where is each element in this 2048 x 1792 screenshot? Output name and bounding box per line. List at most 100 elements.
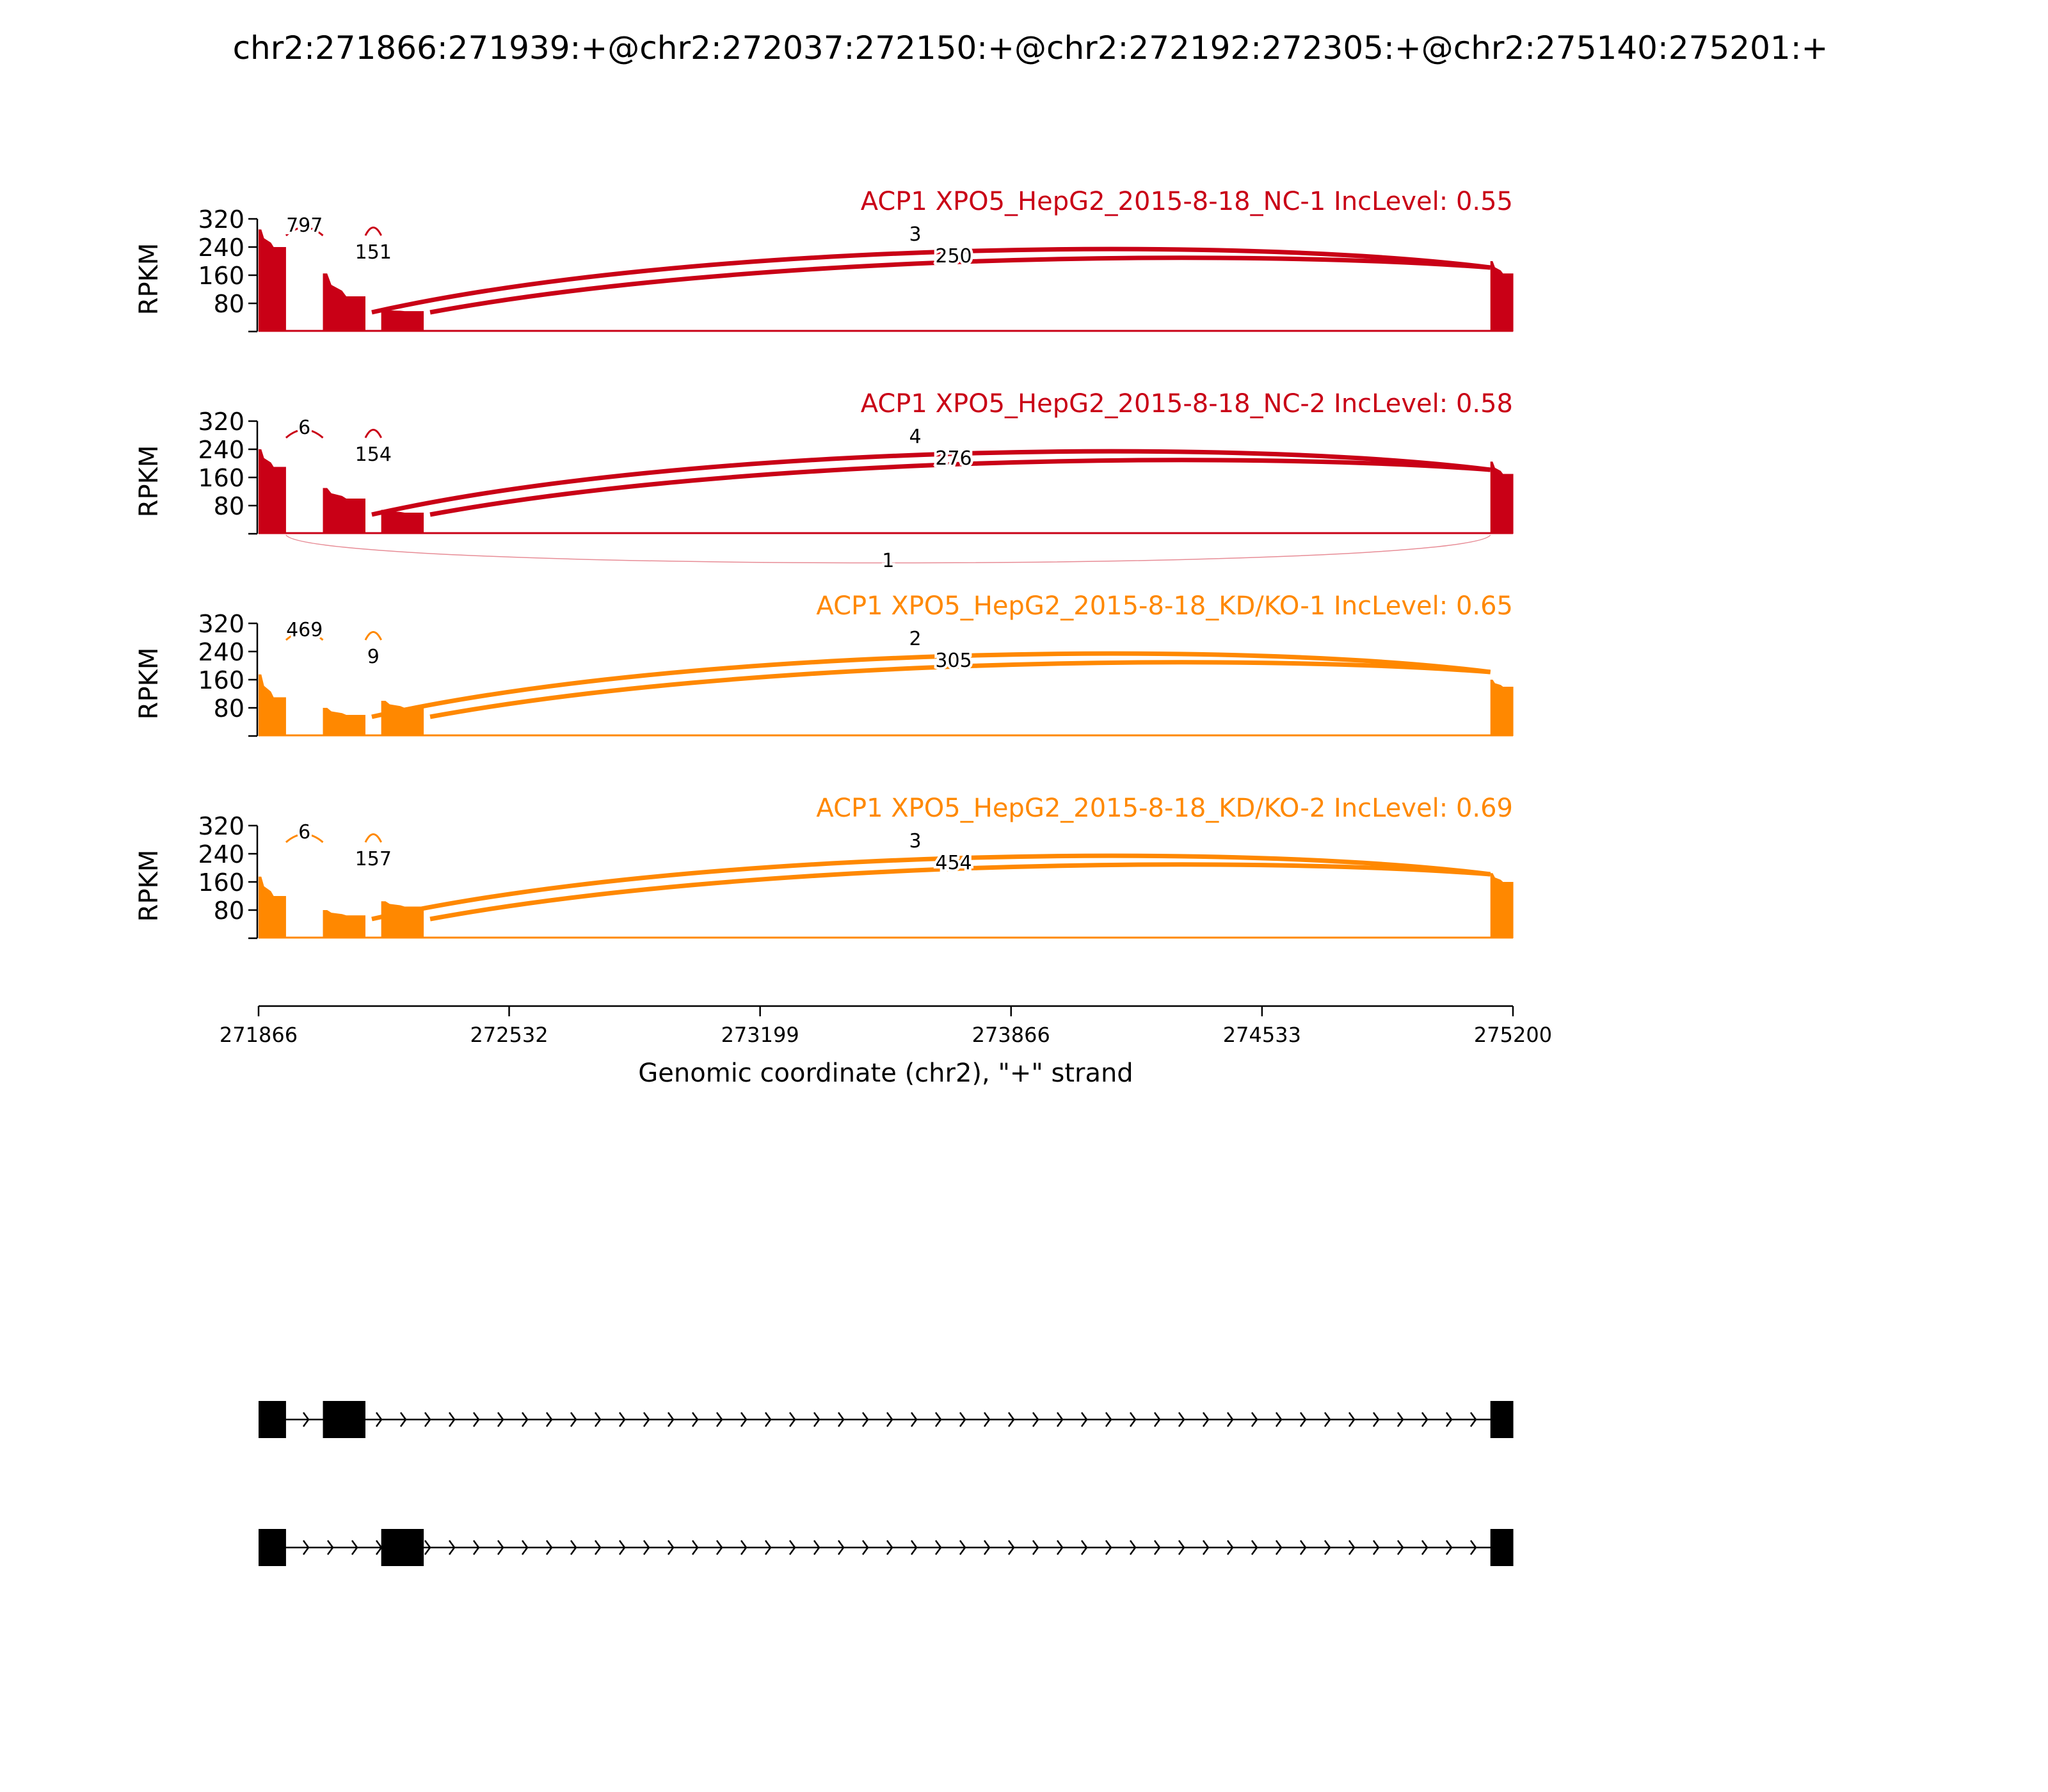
junction-label: 151 — [355, 241, 392, 264]
y-tick-label: 320 — [198, 812, 244, 840]
coverage-block — [1490, 461, 1514, 534]
strand-arrow — [497, 1412, 504, 1427]
strand-arrow — [983, 1412, 991, 1427]
exon-block — [381, 1529, 424, 1566]
strand-arrow — [1178, 1540, 1185, 1555]
junction-arc — [371, 449, 1491, 517]
strand-arrow — [934, 1412, 942, 1427]
strand-arrow — [861, 1412, 869, 1427]
coverage-block — [323, 708, 365, 736]
strand-arrow — [570, 1412, 577, 1427]
strand-arrow — [1372, 1540, 1380, 1555]
strand-arrow — [618, 1540, 626, 1555]
y-tick-label: 80 — [214, 492, 244, 520]
x-axis-label: Genomic coordinate (chr2), "+" strand — [638, 1059, 1133, 1088]
y-tick-label: 160 — [198, 464, 244, 492]
strand-arrow — [448, 1540, 456, 1555]
strand-arrow — [740, 1540, 748, 1555]
strand-arrow — [934, 1540, 942, 1555]
strand-arrow — [472, 1412, 480, 1427]
strand-arrow — [521, 1412, 529, 1427]
junction-arc — [429, 255, 1491, 315]
strand-arrow — [788, 1412, 796, 1427]
strand-arrow — [424, 1412, 431, 1427]
strand-arrow — [1251, 1412, 1258, 1427]
junction-label: 454 — [935, 852, 972, 874]
strand-arrow — [910, 1540, 918, 1555]
strand-arrow — [1153, 1540, 1161, 1555]
x-tick-label: 273866 — [972, 1023, 1050, 1047]
junction-arc — [429, 458, 1491, 517]
junction-arc — [285, 631, 324, 641]
junction-label: 797 — [286, 214, 323, 237]
junction-arc — [364, 227, 382, 236]
junction-arc — [285, 227, 324, 237]
strand-arrow — [326, 1540, 334, 1555]
junction-label: 276 — [935, 447, 972, 470]
strand-arrow — [959, 1412, 966, 1427]
strand-arrow — [886, 1412, 893, 1427]
strand-arrow — [1032, 1540, 1039, 1555]
strand-arrow — [594, 1540, 602, 1555]
coverage-block — [259, 229, 286, 332]
strand-arrow — [1226, 1540, 1234, 1555]
isoform-2 — [259, 1529, 1514, 1566]
strand-arrow — [643, 1412, 650, 1427]
y-tick-label: 80 — [214, 897, 244, 925]
strand-arrow — [837, 1412, 845, 1427]
strand-arrow — [1275, 1540, 1283, 1555]
strand-arrow — [1348, 1412, 1356, 1427]
y-tick-label: 160 — [198, 666, 244, 694]
strand-arrow — [1275, 1412, 1283, 1427]
strand-arrow — [1324, 1412, 1331, 1427]
x-tick-label: 275200 — [1474, 1023, 1552, 1047]
y-axis-label: RPKM — [134, 243, 164, 316]
strand-arrow — [886, 1540, 893, 1555]
strand-arrow — [375, 1412, 383, 1427]
strand-arrow — [545, 1412, 553, 1427]
strand-arrow — [594, 1412, 602, 1427]
coverage-block — [323, 488, 365, 534]
coverage-block — [259, 876, 286, 938]
y-tick-label: 240 — [198, 436, 244, 464]
strand-arrow — [399, 1412, 407, 1427]
strand-arrow — [1080, 1412, 1088, 1427]
exon-block — [259, 1529, 286, 1566]
exon-block — [323, 1401, 365, 1438]
exon-block — [1490, 1529, 1514, 1566]
strand-arrow — [643, 1540, 650, 1555]
junction-arc — [285, 534, 1491, 564]
strand-arrow — [1105, 1540, 1112, 1555]
strand-arrow — [1105, 1412, 1112, 1427]
strand-arrow — [472, 1540, 480, 1555]
strand-arrow — [1396, 1540, 1404, 1555]
junction-arc — [285, 833, 324, 844]
junction-arc — [371, 651, 1491, 719]
junction-label: 2 — [909, 628, 921, 650]
coverage-block — [1490, 873, 1514, 938]
panel-title: ACP1 XPO5_HepG2_2015-8-18_KD/KO-1 IncLev… — [816, 591, 1513, 621]
junction-arc — [429, 660, 1491, 719]
strand-arrow — [813, 1540, 820, 1555]
strand-arrow — [764, 1540, 772, 1555]
coverage-block — [259, 674, 286, 736]
y-axis-label: RPKM — [134, 445, 164, 518]
coverage-block — [1490, 261, 1514, 332]
coverage-block — [323, 273, 365, 332]
x-axis: 271866 272532 273199 273866 274533 275200 Geno… — [220, 1005, 1552, 1088]
coverage-block — [1490, 680, 1514, 736]
strand-arrow — [1032, 1412, 1039, 1427]
strand-arrow — [764, 1412, 772, 1427]
junction-label: 250 — [935, 245, 972, 268]
y-tick-label: 80 — [214, 694, 244, 723]
junction-arc — [429, 862, 1491, 922]
y-axis-label: RPKM — [134, 648, 164, 720]
strand-arrow — [691, 1412, 699, 1427]
exon-block — [259, 1401, 286, 1438]
junction-label: 9 — [367, 646, 380, 668]
x-tick-label: 271866 — [220, 1023, 298, 1047]
strand-arrow — [1469, 1540, 1477, 1555]
y-tick-label: 240 — [198, 234, 244, 262]
